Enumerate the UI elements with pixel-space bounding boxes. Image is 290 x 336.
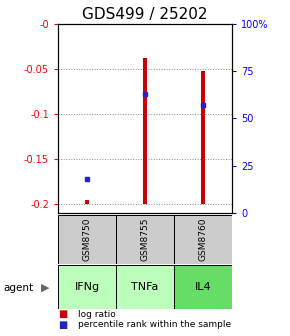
Text: GSM8755: GSM8755 — [140, 218, 150, 261]
Text: GSM8750: GSM8750 — [82, 218, 92, 261]
Text: percentile rank within the sample: percentile rank within the sample — [78, 321, 231, 329]
Text: IFNg: IFNg — [75, 282, 99, 292]
Bar — [201, 72, 205, 204]
Bar — [143, 58, 147, 204]
Bar — [85, 200, 89, 204]
Bar — [116, 215, 174, 264]
Text: TNFa: TNFa — [131, 282, 159, 292]
Bar — [58, 265, 116, 309]
Bar — [58, 215, 116, 264]
Bar — [116, 265, 174, 309]
Text: ▶: ▶ — [41, 283, 49, 293]
Text: agent: agent — [3, 283, 33, 293]
Text: IL4: IL4 — [195, 282, 211, 292]
Text: GSM8760: GSM8760 — [198, 218, 208, 261]
Text: ■: ■ — [58, 309, 67, 319]
Text: ■: ■ — [58, 320, 67, 330]
Title: GDS499 / 25202: GDS499 / 25202 — [82, 7, 208, 23]
Text: log ratio: log ratio — [78, 310, 116, 319]
Bar — [174, 265, 232, 309]
Bar — [174, 215, 232, 264]
